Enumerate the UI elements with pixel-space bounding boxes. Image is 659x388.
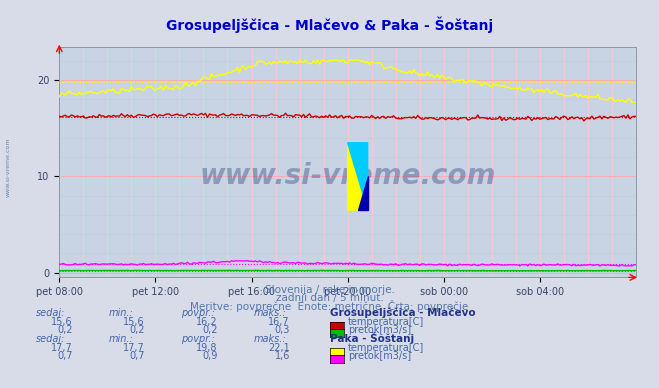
Text: 0,2: 0,2 xyxy=(129,324,145,334)
Text: 17,7: 17,7 xyxy=(123,343,145,353)
Text: www.si-vreme.com: www.si-vreme.com xyxy=(6,137,11,197)
Text: min.:: min.: xyxy=(109,308,134,318)
Text: temperatura[C]: temperatura[C] xyxy=(348,317,424,327)
Text: Slovenija / reke in morje.: Slovenija / reke in morje. xyxy=(264,285,395,295)
Text: zadnji dan / 5 minut.: zadnji dan / 5 minut. xyxy=(275,293,384,303)
Text: 19,8: 19,8 xyxy=(196,343,217,353)
Text: 0,7: 0,7 xyxy=(57,350,72,360)
Text: sedaj:: sedaj: xyxy=(36,308,66,318)
Text: Grosupeljščica - Mlačevo: Grosupeljščica - Mlačevo xyxy=(330,308,475,318)
Text: 15,6: 15,6 xyxy=(123,317,145,327)
Text: Meritve: povprečne  Enote: metrične  Črta: povprečje: Meritve: povprečne Enote: metrične Črta:… xyxy=(190,300,469,312)
Text: www.si-vreme.com: www.si-vreme.com xyxy=(200,162,496,190)
Text: 16,2: 16,2 xyxy=(196,317,217,327)
Text: maks.:: maks.: xyxy=(254,308,287,318)
Polygon shape xyxy=(358,177,368,210)
Text: povpr.:: povpr.: xyxy=(181,308,215,318)
Text: maks.:: maks.: xyxy=(254,334,287,344)
Text: 16,7: 16,7 xyxy=(268,317,290,327)
Text: 0,7: 0,7 xyxy=(129,350,145,360)
Text: 0,2: 0,2 xyxy=(202,324,217,334)
Text: 22,1: 22,1 xyxy=(268,343,290,353)
Text: temperatura[C]: temperatura[C] xyxy=(348,343,424,353)
Text: 17,7: 17,7 xyxy=(51,343,72,353)
Text: Paka - Šoštanj: Paka - Šoštanj xyxy=(330,332,414,344)
Polygon shape xyxy=(348,143,368,210)
Text: 15,6: 15,6 xyxy=(51,317,72,327)
Polygon shape xyxy=(348,143,368,210)
Text: 0,9: 0,9 xyxy=(202,350,217,360)
Text: sedaj:: sedaj: xyxy=(36,334,66,344)
Text: pretok[m3/s]: pretok[m3/s] xyxy=(348,324,411,334)
Text: Grosupeljščica - Mlačevo & Paka - Šoštanj: Grosupeljščica - Mlačevo & Paka - Šoštan… xyxy=(166,17,493,33)
Text: povpr.:: povpr.: xyxy=(181,334,215,344)
Text: 0,2: 0,2 xyxy=(57,324,72,334)
Text: min.:: min.: xyxy=(109,334,134,344)
Text: 1,6: 1,6 xyxy=(275,350,290,360)
Text: pretok[m3/s]: pretok[m3/s] xyxy=(348,350,411,360)
Text: 0,3: 0,3 xyxy=(275,324,290,334)
